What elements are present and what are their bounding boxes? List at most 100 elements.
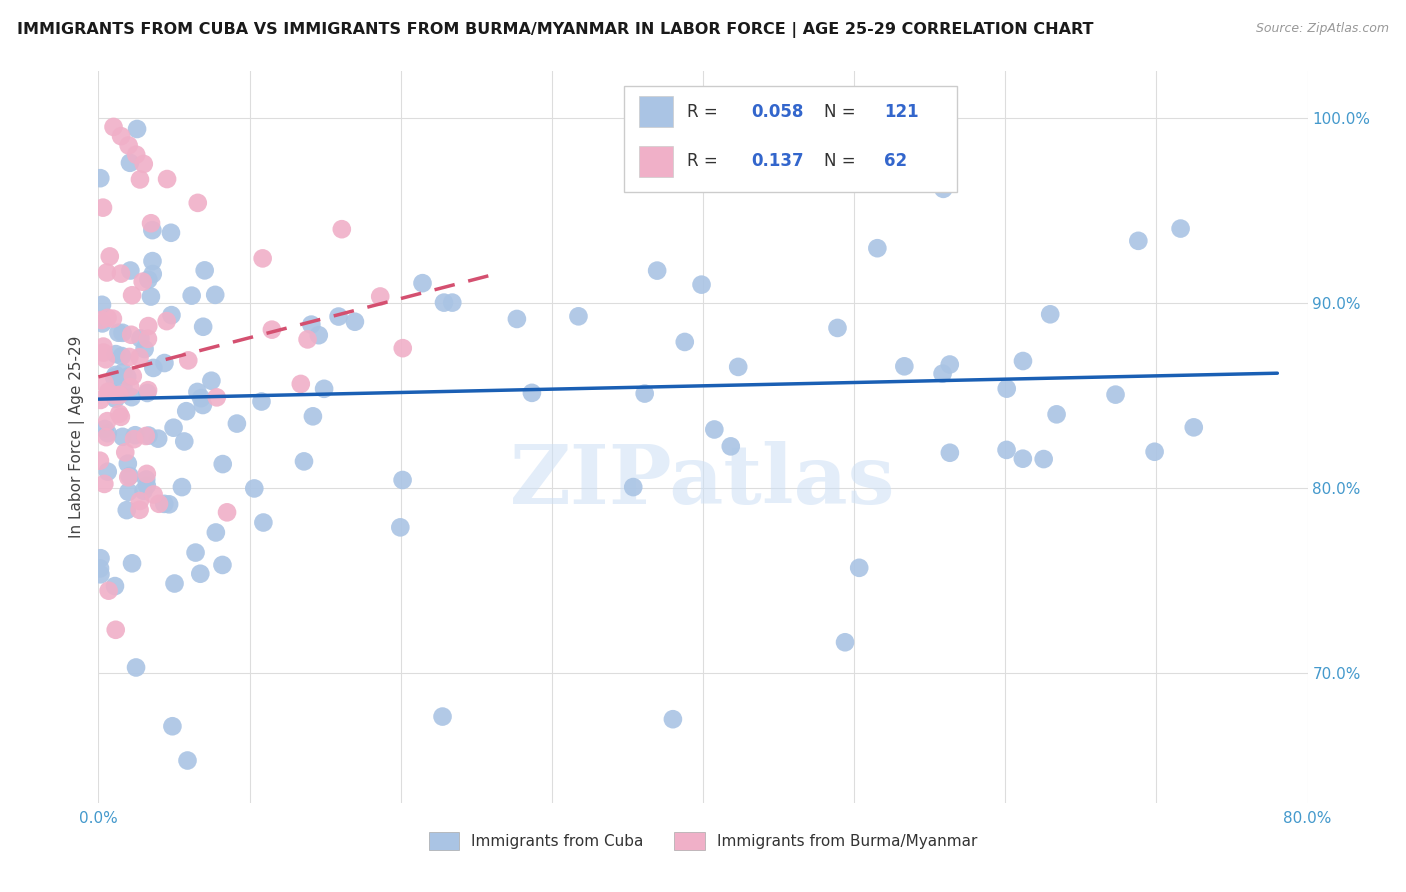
Point: [893, 359, 915, 374]
Point: [827, 321, 849, 335]
Point: [118, 138, 141, 153]
Point: [111, 326, 134, 340]
Point: [135, 472, 157, 486]
Point: [156, 314, 179, 328]
Point: [97, 583, 120, 598]
Point: [103, 120, 125, 134]
Point: [308, 328, 330, 343]
Point: [104, 579, 127, 593]
Point: [138, 272, 160, 286]
Point: [111, 349, 134, 363]
Point: [136, 383, 159, 397]
Point: [157, 497, 180, 511]
Point: [107, 326, 129, 340]
Point: [91, 317, 114, 331]
Point: [98, 249, 121, 263]
Point: [142, 487, 165, 501]
Point: [93, 345, 115, 359]
Point: [135, 429, 157, 443]
Point: [89, 561, 111, 575]
Point: [567, 310, 589, 324]
Point: [120, 380, 142, 394]
Point: [1170, 221, 1192, 235]
Point: [391, 341, 413, 355]
Point: [160, 226, 183, 240]
Point: [297, 333, 319, 347]
Point: [94, 422, 117, 436]
Point: [112, 365, 135, 379]
Y-axis label: In Labor Force | Age 25-29: In Labor Force | Age 25-29: [69, 336, 86, 538]
Point: [89, 171, 111, 186]
Point: [645, 263, 668, 277]
Point: [141, 254, 163, 268]
Point: [139, 216, 162, 230]
Point: [153, 497, 176, 511]
Point: [720, 439, 742, 453]
Point: [104, 368, 127, 382]
Point: [94, 352, 117, 367]
Point: [260, 323, 283, 337]
Point: [96, 265, 118, 279]
Point: [91, 298, 114, 312]
Point: [132, 157, 155, 171]
Point: [136, 386, 159, 401]
Point: [89, 567, 111, 582]
Point: [188, 566, 211, 581]
Point: [290, 376, 312, 391]
Point: [138, 428, 160, 442]
Point: [121, 390, 143, 404]
Point: [101, 311, 124, 326]
Point: [110, 129, 132, 144]
Point: [104, 388, 127, 402]
Point: [621, 480, 644, 494]
Point: [441, 295, 464, 310]
Point: [90, 551, 112, 566]
Point: [252, 252, 274, 266]
FancyBboxPatch shape: [638, 96, 673, 127]
Point: [1104, 387, 1126, 401]
Point: [211, 558, 233, 572]
Point: [131, 275, 153, 289]
Point: [136, 332, 159, 346]
Point: [125, 122, 148, 136]
Point: [389, 520, 412, 534]
Point: [170, 480, 193, 494]
Point: [89, 453, 111, 467]
Text: IMMIGRANTS FROM CUBA VS IMMIGRANTS FROM BURMA/MYANMAR IN LABOR FORCE | AGE 25-29: IMMIGRANTS FROM CUBA VS IMMIGRANTS FROM …: [17, 22, 1094, 38]
Point: [162, 719, 184, 733]
Text: 121: 121: [884, 103, 920, 120]
Point: [176, 754, 198, 768]
Point: [96, 414, 118, 428]
Point: [1143, 444, 1166, 458]
Point: [114, 445, 136, 459]
Point: [243, 482, 266, 496]
Point: [97, 426, 120, 441]
Point: [1032, 452, 1054, 467]
Point: [932, 182, 955, 196]
Point: [205, 525, 228, 540]
Point: [703, 422, 725, 436]
Point: [1039, 307, 1062, 321]
Point: [139, 289, 162, 303]
Point: [180, 288, 202, 302]
Point: [368, 289, 391, 303]
Point: [690, 277, 713, 292]
Point: [121, 369, 143, 384]
Point: [153, 356, 176, 370]
Point: [834, 635, 856, 649]
Point: [205, 390, 228, 404]
Point: [112, 380, 135, 394]
Point: [1011, 451, 1033, 466]
Point: [134, 342, 156, 356]
Point: [160, 308, 183, 322]
Point: [146, 432, 169, 446]
Point: [211, 457, 233, 471]
Text: 0.058: 0.058: [751, 103, 804, 120]
Text: R =: R =: [688, 153, 718, 170]
Point: [191, 319, 214, 334]
Point: [432, 709, 454, 723]
Point: [97, 465, 120, 479]
Point: [118, 350, 141, 364]
Point: [104, 623, 127, 637]
Point: [117, 484, 139, 499]
